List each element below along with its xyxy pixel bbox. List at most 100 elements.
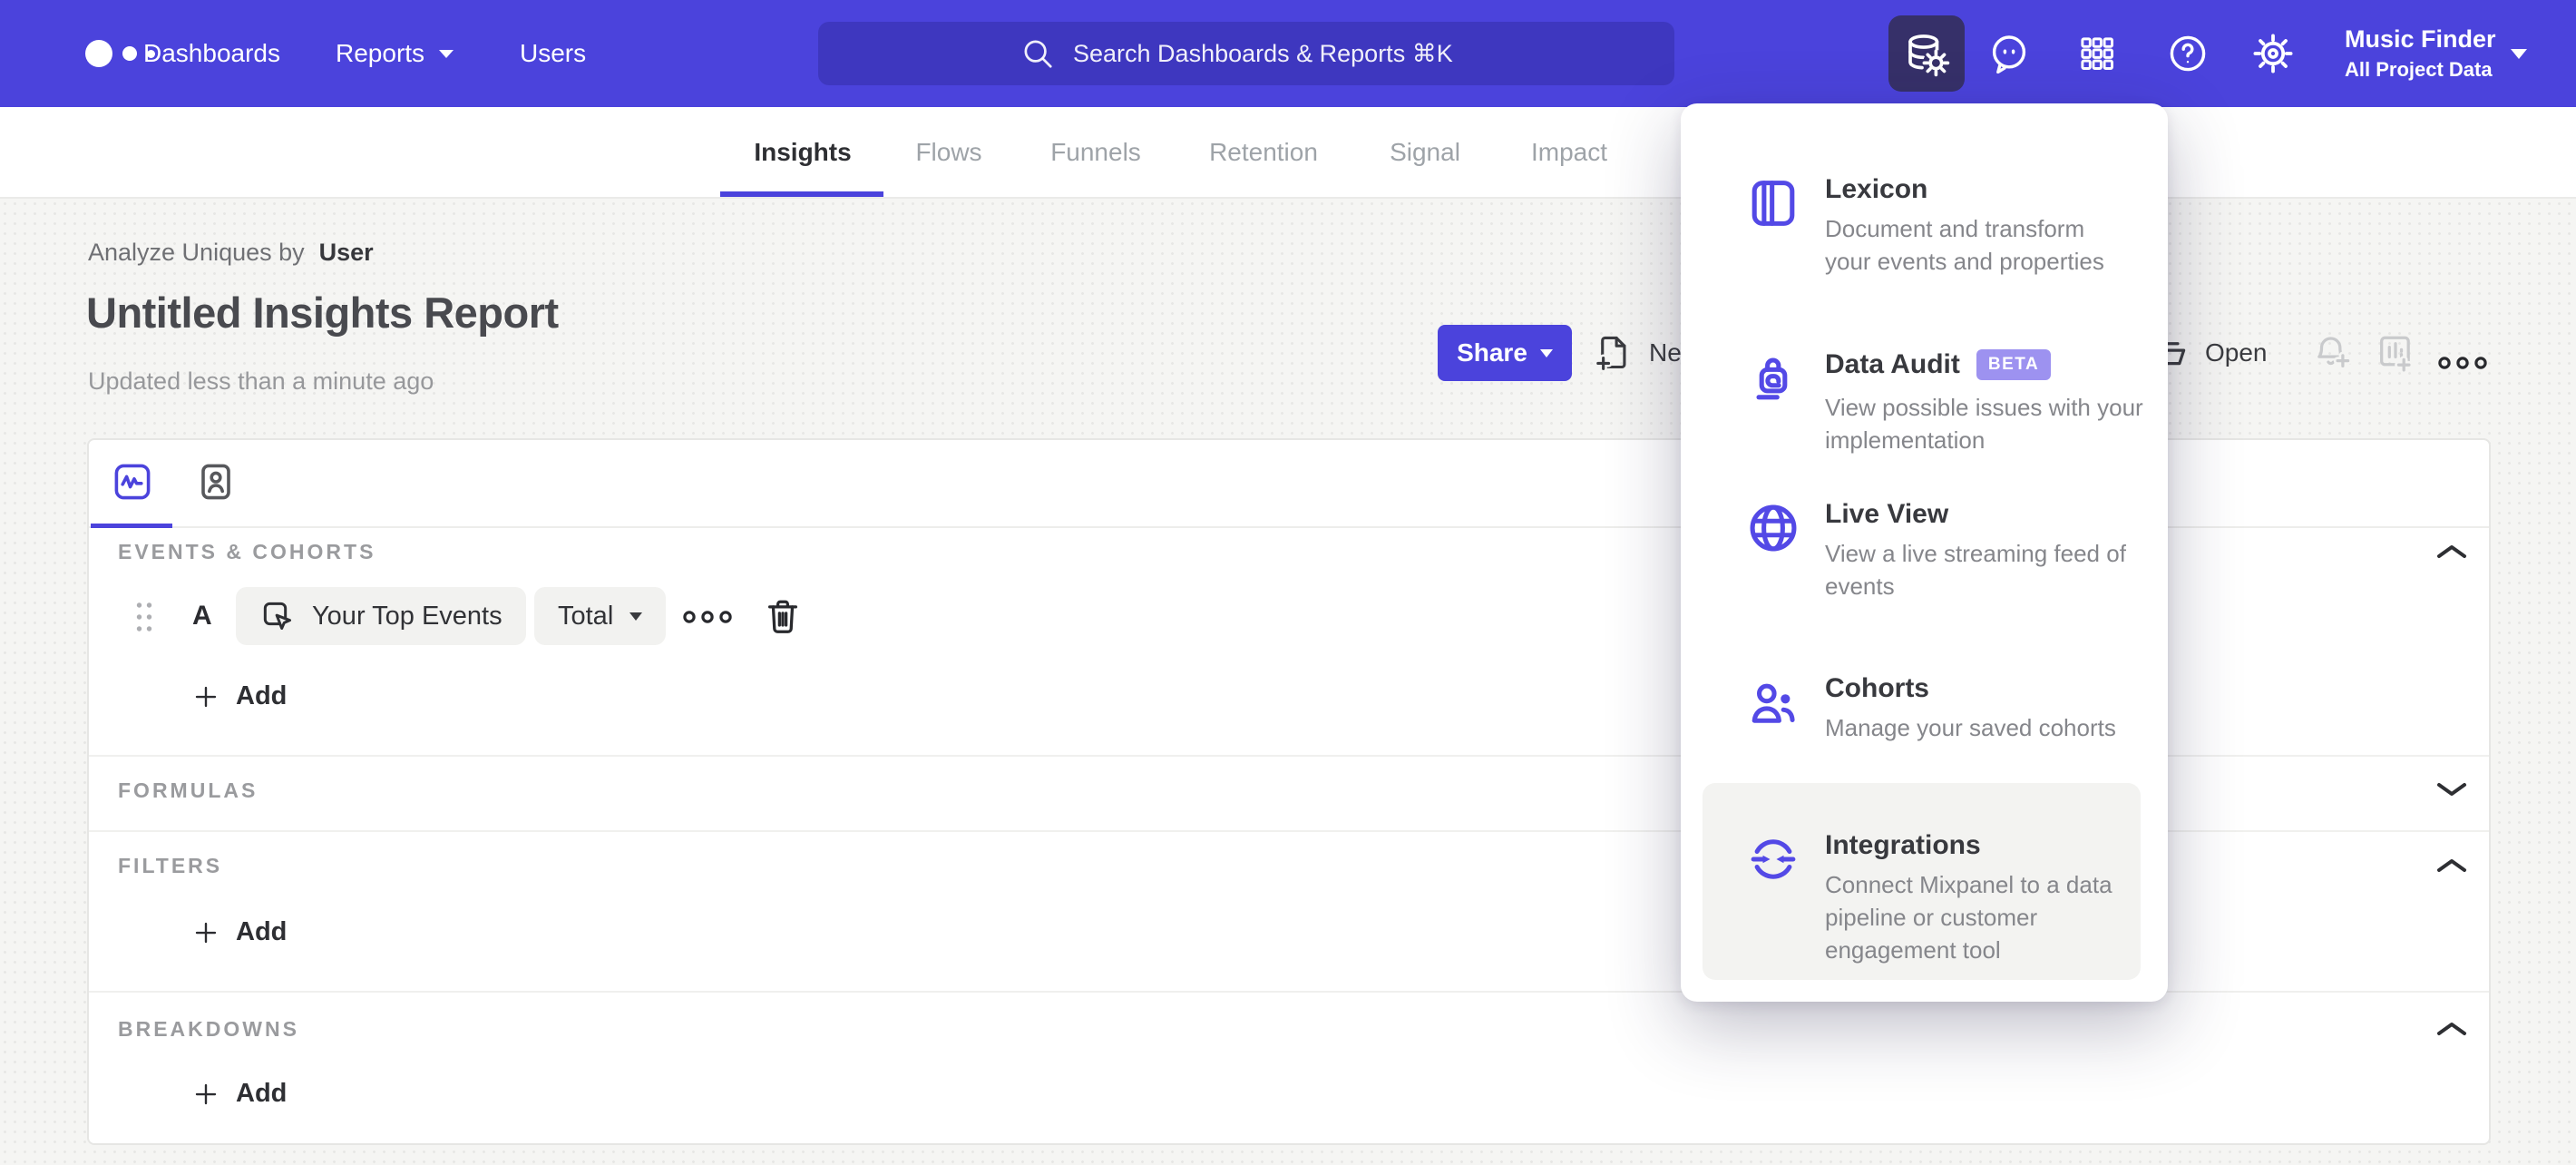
- plus-icon: [195, 686, 217, 707]
- add-to-board-icon[interactable]: [2375, 331, 2416, 373]
- breadcrumb-prefix: Analyze Uniques by: [88, 239, 305, 266]
- menu-item-title: Live View: [1825, 499, 1949, 529]
- tab-funnels[interactable]: Funnels: [1050, 138, 1141, 166]
- chevron-up-icon[interactable]: [2435, 542, 2469, 562]
- menu-item-title: Lexicon: [1825, 174, 1928, 204]
- row-options-icon[interactable]: [682, 609, 733, 625]
- data-audit-icon: [1756, 357, 1788, 400]
- data-management-button[interactable]: [1888, 15, 1965, 92]
- menu-item-desc: Manage your saved cohorts: [1825, 714, 2116, 741]
- menu-item-lexicon[interactable]: Lexicon Document and transform your even…: [1681, 174, 2168, 338]
- aggregation-value: Total: [558, 601, 614, 631]
- mixpanel-logo-icon[interactable]: [85, 0, 155, 107]
- plus-icon: [195, 922, 217, 943]
- active-view-underline: [91, 524, 172, 528]
- chevron-down-icon[interactable]: [2511, 49, 2527, 59]
- data-management-menu: Lexicon Document and transform your even…: [1681, 103, 2168, 1002]
- page-title[interactable]: Untitled Insights Report: [86, 289, 559, 337]
- beta-badge: BETA: [1976, 349, 2052, 380]
- tab-flows[interactable]: Flows: [915, 138, 982, 166]
- share-button[interactable]: Share: [1438, 325, 1572, 381]
- new-report-icon[interactable]: [1594, 332, 1634, 372]
- feedback-button[interactable]: [1971, 15, 2047, 92]
- menu-item-integrations[interactable]: Integrations Connect Mixpanel to a data …: [1681, 830, 2168, 1021]
- builder-tabstrip: [89, 440, 2489, 528]
- drag-handle[interactable]: [134, 601, 154, 633]
- settings-button[interactable]: [2235, 15, 2311, 92]
- active-tab-underline: [720, 191, 883, 197]
- search-input[interactable]: [1073, 39, 1472, 68]
- add-label: Add: [236, 917, 288, 946]
- database-gear-icon: [1908, 34, 1950, 77]
- lexicon-icon: [1751, 181, 1795, 226]
- chevron-down-icon: [629, 612, 643, 621]
- trash-icon[interactable]: [762, 595, 804, 637]
- event-name: Your Top Events: [312, 601, 503, 631]
- menu-item-live-view[interactable]: Live View View a live streaming feed of …: [1681, 499, 2168, 662]
- updated-timestamp: Updated less than a minute ago: [88, 367, 434, 395]
- project-name: Music Finder: [2345, 25, 2496, 53]
- events-view-tab-icon[interactable]: [111, 460, 154, 504]
- add-breakdown-button[interactable]: Add: [192, 1079, 287, 1109]
- nav-dashboards-label: Dashboards: [143, 39, 280, 67]
- report-tab-bar: Insights Flows Funnels Retention Signal …: [0, 107, 2576, 199]
- feedback-bubble-icon: [1992, 35, 2026, 74]
- nav-dashboards[interactable]: Dashboards: [143, 0, 280, 107]
- menu-item-data-audit[interactable]: Data Audit BETA View possible issues with…: [1681, 349, 2168, 513]
- menu-item-desc: View a live streaming feed of events: [1825, 540, 2126, 600]
- event-selector-chip[interactable]: Your Top Events: [236, 587, 526, 645]
- chevron-down-icon[interactable]: [2435, 779, 2469, 799]
- global-search[interactable]: [818, 22, 1674, 85]
- menu-item-title: Cohorts: [1825, 673, 1929, 703]
- add-filter-button[interactable]: Add: [192, 917, 287, 947]
- nav-reports[interactable]: Reports: [336, 0, 454, 107]
- plus-icon: [195, 1083, 217, 1104]
- section-header-events: EVENTS & COHORTS: [118, 540, 376, 563]
- tab-retention[interactable]: Retention: [1209, 138, 1318, 166]
- chevron-up-icon[interactable]: [2435, 1019, 2469, 1039]
- section-header-filters: FILTERS: [118, 854, 223, 877]
- chevron-up-icon[interactable]: [2435, 856, 2469, 876]
- gear-icon: [2253, 34, 2293, 73]
- top-nav-bar: Dashboards Reports Users: [0, 0, 2576, 107]
- analysis-entity-selector[interactable]: User: [318, 239, 374, 266]
- menu-item-highlight: [1703, 783, 2141, 980]
- add-label: Add: [236, 681, 288, 710]
- section-divider: [89, 830, 2489, 832]
- section-header-formulas: FORMULAS: [118, 778, 259, 802]
- open-report-button[interactable]: Open: [2205, 338, 2268, 367]
- help-button[interactable]: [2150, 15, 2226, 92]
- more-options-icon[interactable]: [2437, 355, 2488, 371]
- nav-users[interactable]: Users: [520, 0, 586, 107]
- nav-reports-label: Reports: [336, 39, 425, 67]
- project-selector[interactable]: Music Finder All Project Data: [2345, 0, 2496, 107]
- section-divider: [89, 755, 2489, 757]
- share-button-label: Share: [1457, 338, 1527, 367]
- live-view-globe-icon: [1750, 504, 1797, 552]
- menu-item-title: Data Audit: [1825, 349, 1960, 379]
- project-scope: All Project Data: [2345, 58, 2493, 81]
- integrations-icon: [1751, 839, 1796, 879]
- apps-grid-icon: [2081, 37, 2113, 70]
- menu-item-title: Integrations: [1825, 830, 1981, 860]
- profiles-view-tab-icon[interactable]: [194, 460, 238, 504]
- event-row-letter: A: [192, 601, 212, 631]
- menu-item-desc: Connect Mixpanel to a data pipeline or c…: [1825, 871, 2113, 964]
- tab-insights[interactable]: Insights: [754, 138, 852, 166]
- nav-users-label: Users: [520, 39, 587, 67]
- chevron-down-icon: [1539, 348, 1553, 357]
- aggregation-selector[interactable]: Total: [534, 587, 667, 645]
- alert-add-icon[interactable]: [2311, 331, 2353, 373]
- tab-impact[interactable]: Impact: [1530, 138, 1608, 166]
- apps-grid-button[interactable]: [2059, 15, 2135, 92]
- add-event-button[interactable]: Add: [192, 681, 287, 711]
- search-icon: [1024, 40, 1052, 68]
- menu-item-desc: Document and transform your events and p…: [1825, 215, 2104, 275]
- menu-item-cohorts[interactable]: Cohorts Manage your saved cohorts: [1681, 673, 2168, 791]
- chevron-down-icon: [439, 49, 454, 58]
- tab-signal[interactable]: Signal: [1390, 138, 1460, 166]
- event-click-icon: [263, 602, 291, 630]
- logo-dot: [85, 40, 112, 67]
- cohorts-icon: [1751, 683, 1795, 723]
